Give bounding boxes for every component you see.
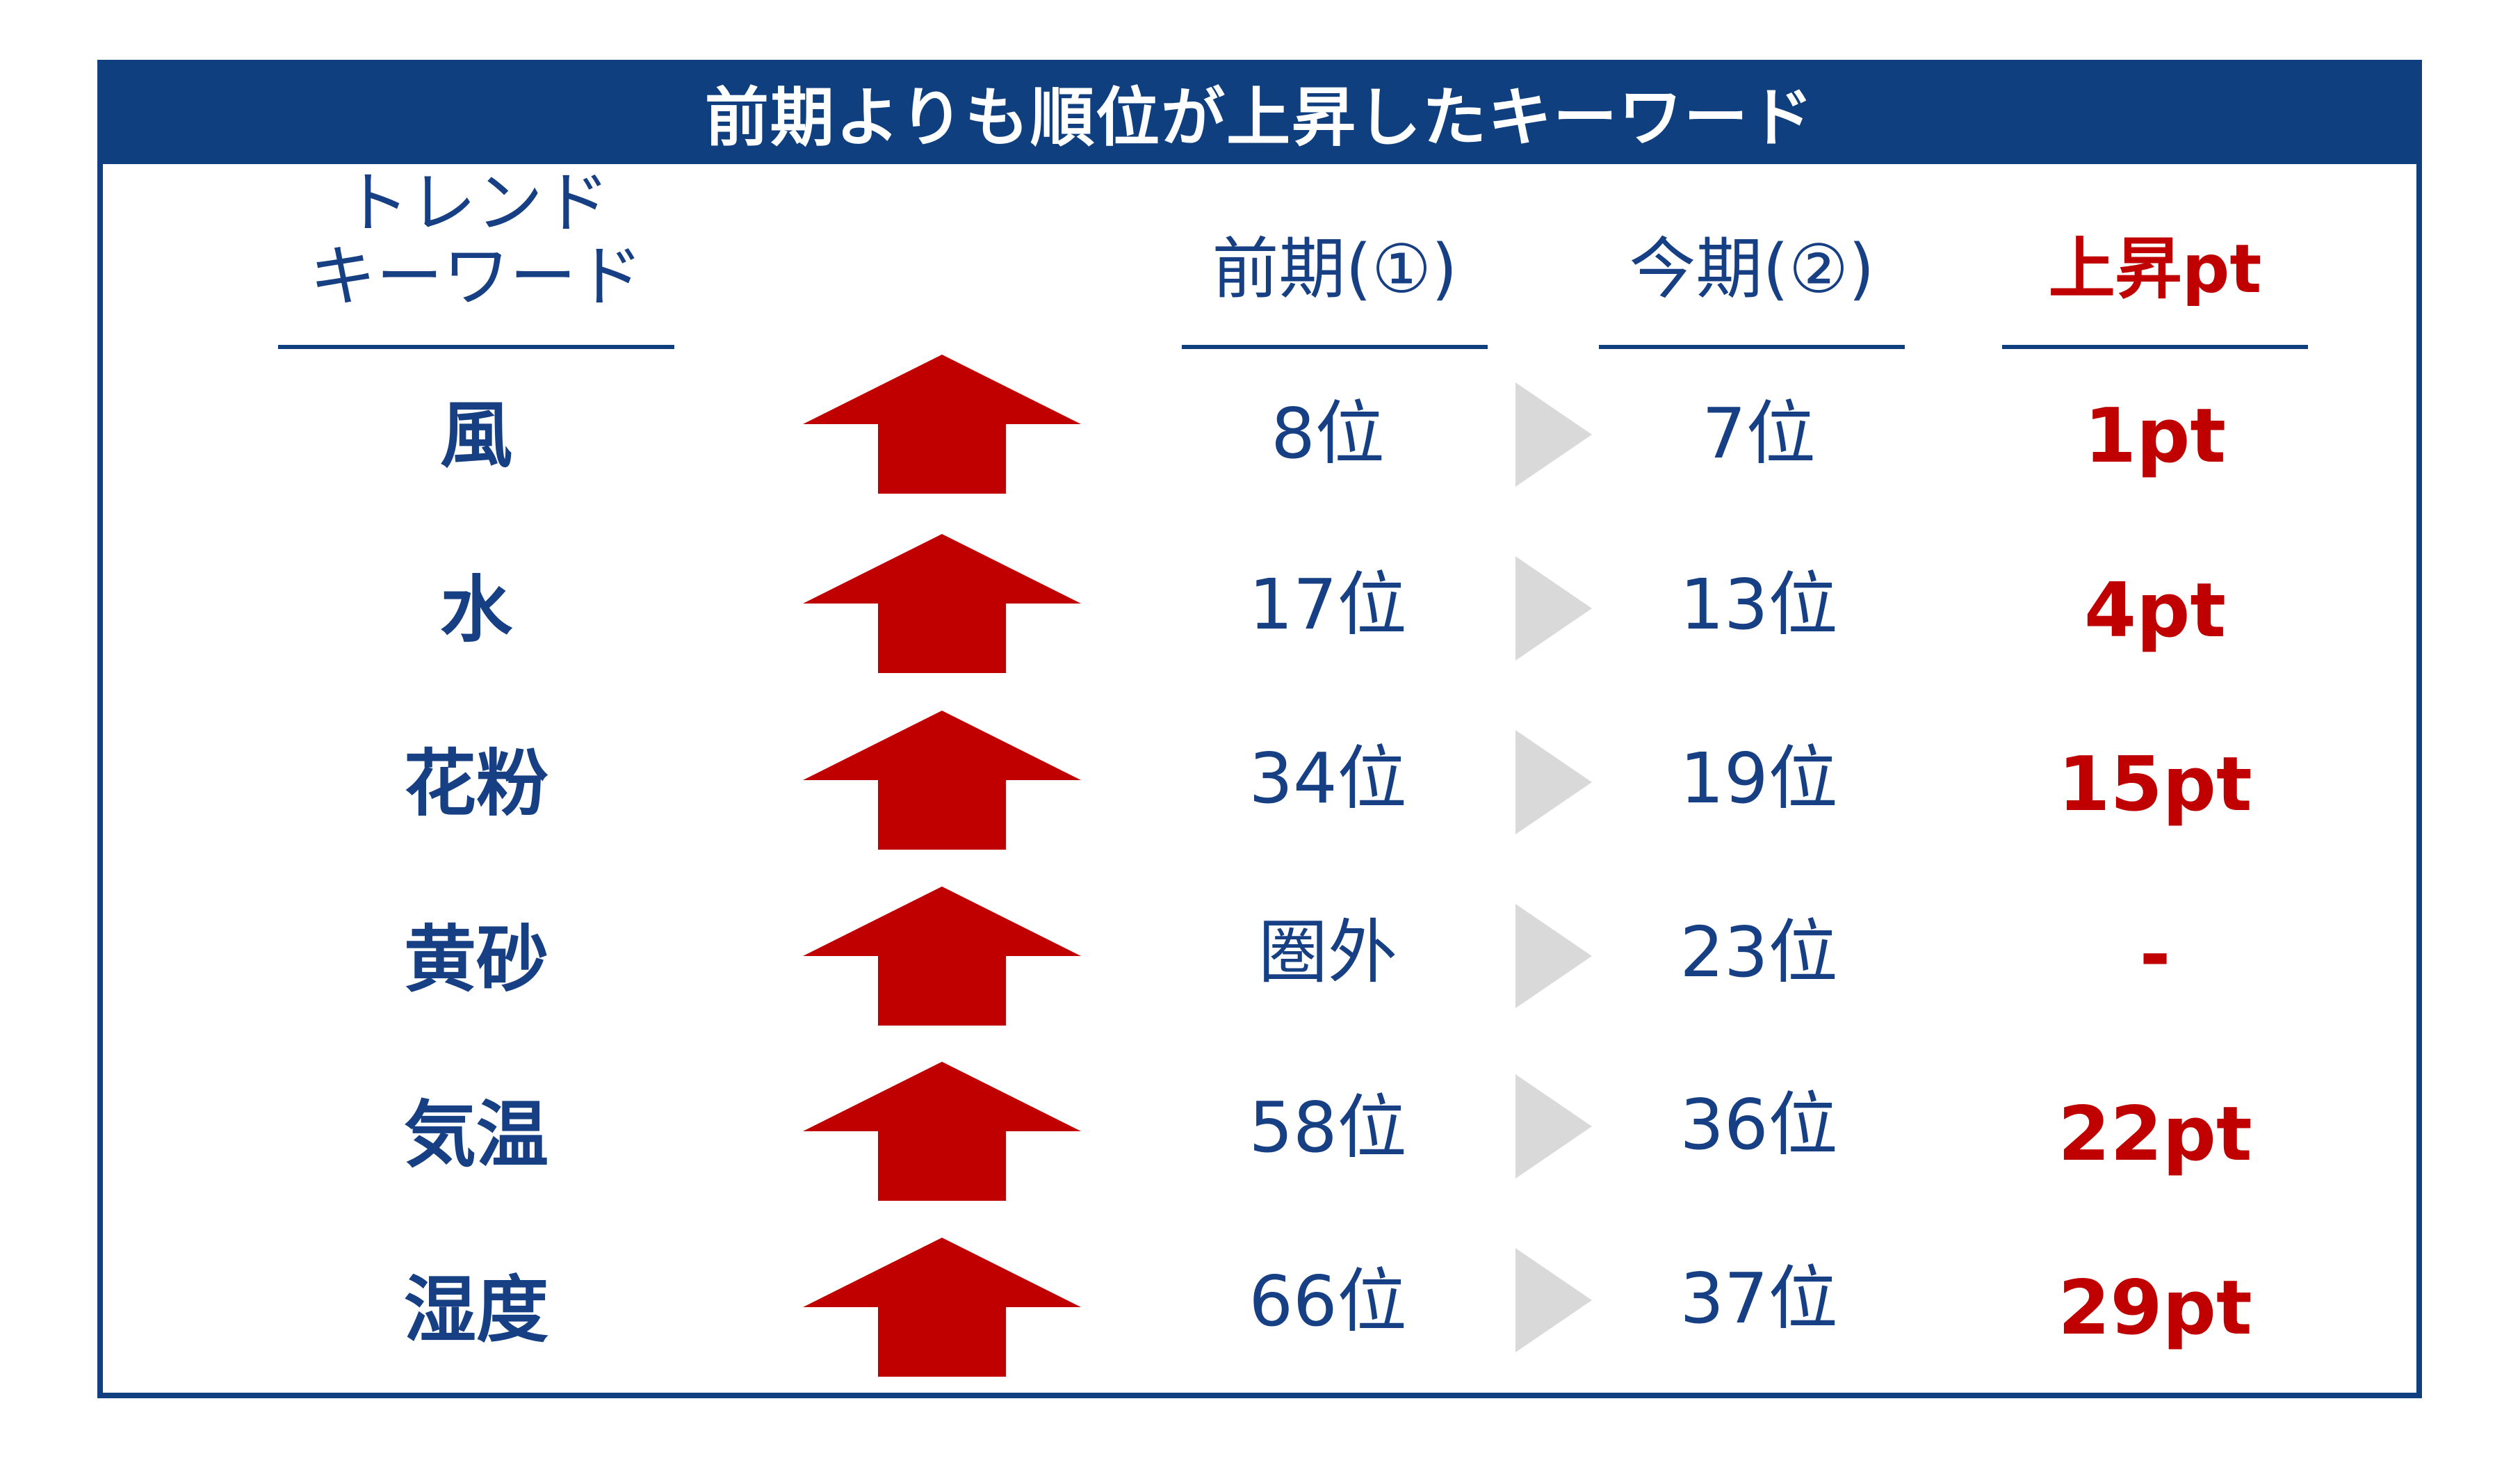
- prev-rank: 圏外: [1258, 912, 1397, 993]
- prev-rank: 8位: [1271, 393, 1385, 474]
- up-arrow-icon: [803, 887, 1081, 1026]
- current-rank: 19位: [1680, 738, 1838, 819]
- header-rule-keyword: [278, 345, 674, 349]
- up-arrow-icon: [803, 1238, 1081, 1377]
- prev-rank: 66位: [1249, 1261, 1407, 1342]
- up-arrow-icon: [803, 1062, 1081, 1201]
- prev-rank: 58位: [1249, 1087, 1407, 1168]
- right-triangle-icon: [1515, 904, 1592, 1008]
- keyword-label: 気温: [403, 1092, 548, 1177]
- right-triangle-icon: [1515, 382, 1592, 487]
- right-triangle-icon: [1515, 1248, 1592, 1352]
- keyword-label: 黄砂: [403, 917, 548, 1002]
- right-triangle-icon: [1515, 556, 1592, 661]
- current-rank: 37位: [1680, 1258, 1838, 1339]
- current-rank: 7位: [1702, 393, 1816, 474]
- rise-points: 22pt: [2058, 1091, 2252, 1178]
- current-rank: 13位: [1680, 564, 1838, 645]
- header-rule-curr: [1599, 345, 1905, 349]
- rise-points: 29pt: [2058, 1265, 2252, 1352]
- keyword-label: 風: [439, 393, 512, 478]
- up-arrow-icon: [803, 534, 1081, 673]
- header-rule-change: [2002, 345, 2308, 349]
- rise-points: 4pt: [2083, 567, 2227, 654]
- rise-points: -: [2139, 912, 2171, 998]
- header-keyword-line1: トレンド: [343, 164, 610, 242]
- up-arrow-icon: [803, 355, 1081, 494]
- right-triangle-icon: [1515, 730, 1592, 834]
- keyword-label: 花粉: [403, 741, 548, 826]
- prev-rank: 17位: [1249, 564, 1407, 645]
- current-rank: 23位: [1680, 912, 1838, 993]
- right-triangle-icon: [1515, 1074, 1592, 1179]
- header-change: 上昇pt: [2048, 230, 2262, 308]
- rise-points: 15pt: [2058, 741, 2252, 828]
- header-keyword: トレンド キーワード: [278, 164, 674, 316]
- header-keyword-line2: キーワード: [309, 237, 643, 316]
- prev-rank: 34位: [1249, 738, 1407, 819]
- rise-points: 1pt: [2083, 393, 2227, 480]
- keyword-label: 湿度: [403, 1268, 548, 1352]
- keyword-label: 水: [439, 567, 512, 652]
- header-rule-prev: [1182, 345, 1488, 349]
- current-rank: 36位: [1680, 1084, 1838, 1165]
- header-curr: 今期(②): [1629, 230, 1875, 308]
- header-prev: 前期(①): [1212, 230, 1458, 308]
- page-title: 前期よりも順位が上昇したキーワード: [97, 60, 2422, 164]
- up-arrow-icon: [803, 711, 1081, 850]
